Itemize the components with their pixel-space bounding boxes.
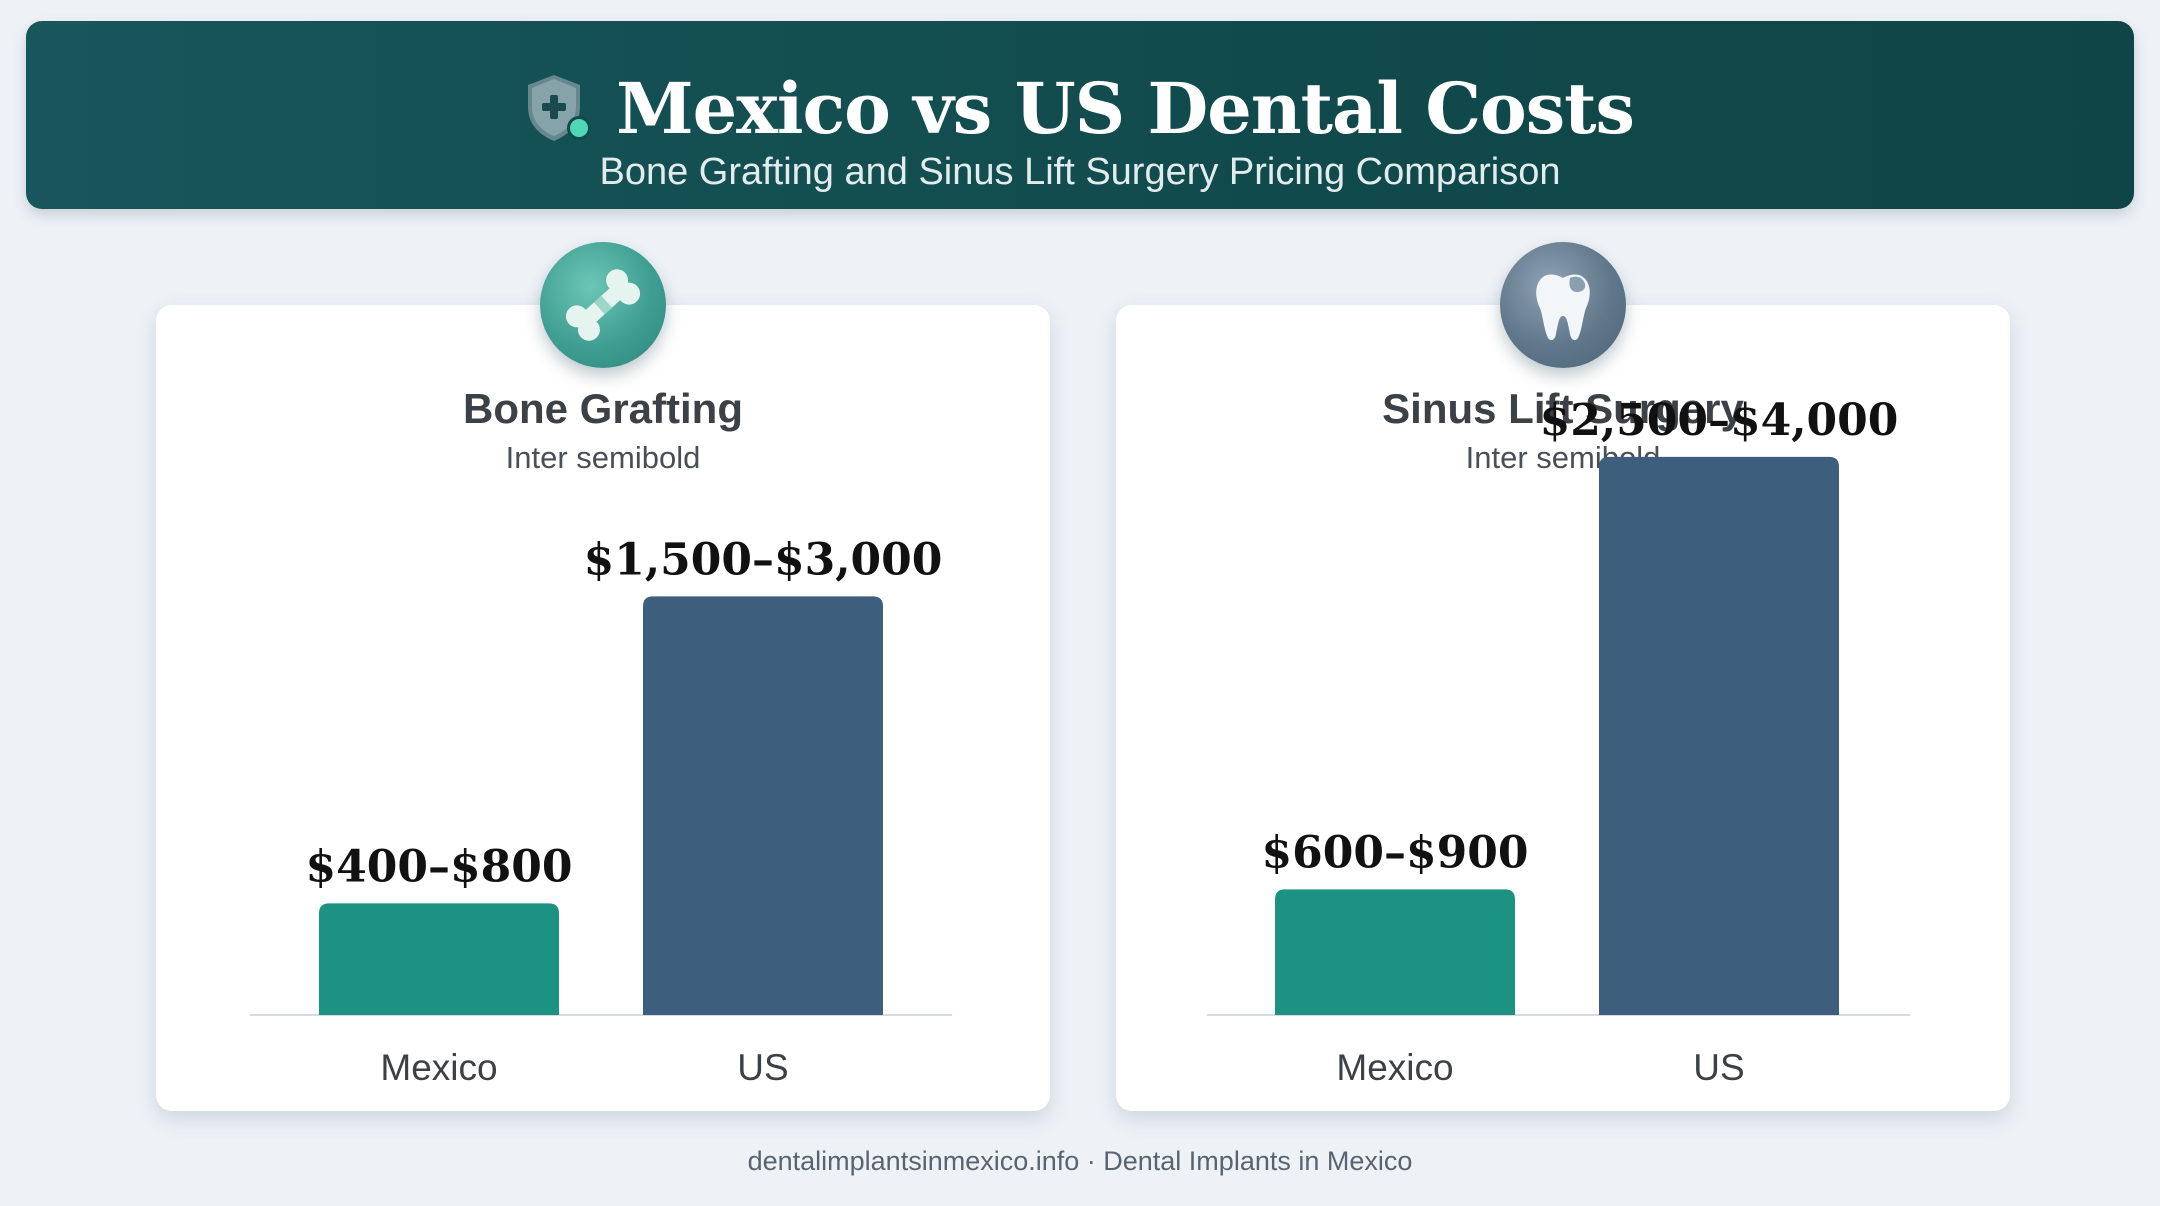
tooth-icon xyxy=(1500,242,1626,368)
header-title: Mexico vs US Dental Costs xyxy=(616,66,1635,150)
header-subtitle: Bone Grafting and Sinus Lift Surgery Pri… xyxy=(599,151,1561,193)
category-label: Mexico xyxy=(380,1047,497,1088)
sinus-lift-card: Sinus Lift Surgery Inter semibold xyxy=(1116,305,2010,1111)
header-banner: Mexico vs US Dental Costs Bone Grafting … xyxy=(26,21,2134,209)
card-subtitle: Inter semibold xyxy=(505,440,701,475)
value-label: $2,500–$4,000 xyxy=(1540,395,1899,446)
bone-icon xyxy=(540,242,666,368)
value-label: $600–$900 xyxy=(1262,827,1529,878)
category-label: US xyxy=(1693,1047,1744,1088)
footer-credit: dentalimplantsinmexico.info · Dental Imp… xyxy=(747,1146,1413,1176)
value-label: $1,500–$3,000 xyxy=(584,534,943,585)
value-label: $400–$800 xyxy=(306,841,573,892)
shield-icon xyxy=(526,73,592,143)
card-title: Bone Grafting xyxy=(463,385,743,432)
bar-us xyxy=(1599,456,1839,1015)
header-title-row: Mexico vs US Dental Costs xyxy=(26,63,2134,153)
bar-us xyxy=(643,596,883,1015)
bar-mexico xyxy=(1275,889,1515,1015)
category-label: US xyxy=(737,1047,788,1088)
bar-mexico xyxy=(319,903,559,1015)
card-title: Sinus Lift Surgery xyxy=(1382,385,1744,432)
bone-grafting-card: Bone Grafting Inter semibold xyxy=(156,305,1050,1111)
category-label: Mexico xyxy=(1336,1047,1453,1088)
